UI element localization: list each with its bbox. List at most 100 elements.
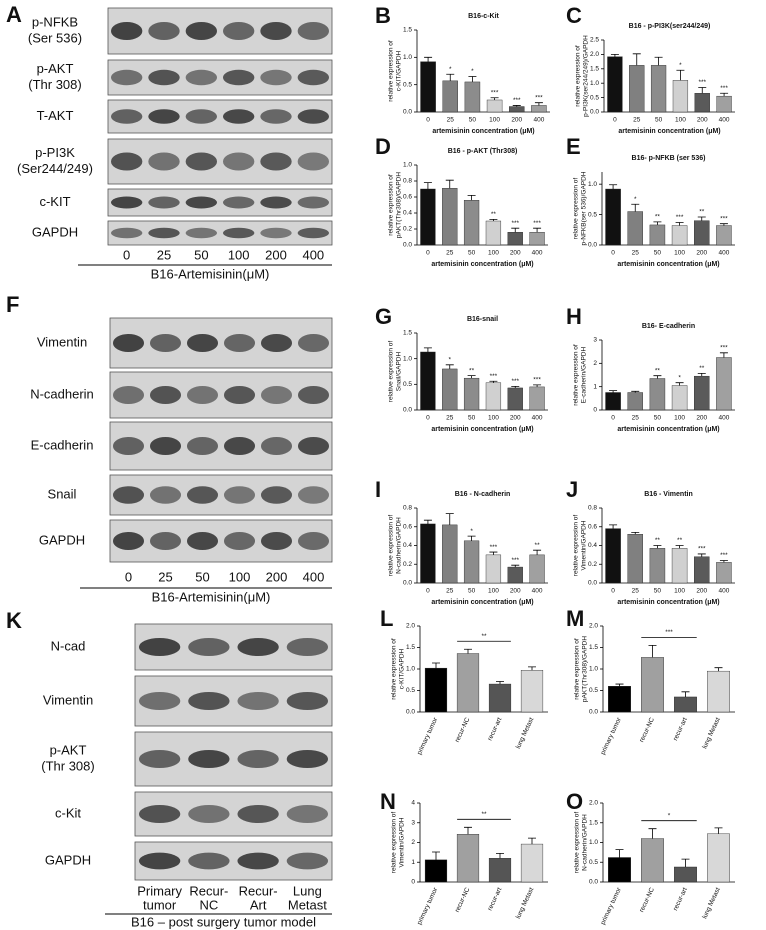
y-axis-label: relative expression of: [388, 515, 395, 577]
chart-title: B16 - p-PI3K(ser244/249): [629, 23, 711, 30]
y-axis-label: N-cadherin/GAPDH: [396, 517, 403, 574]
error-bar: [609, 524, 618, 529]
x-tick-label: 25: [633, 117, 641, 124]
bar: [485, 554, 502, 584]
chart-title: B16 - N-cadherin: [455, 491, 511, 498]
blot-band: [260, 334, 293, 352]
blot-band: [297, 386, 330, 404]
bar: [671, 548, 688, 584]
bar: [464, 81, 481, 113]
significance-mark: ***: [491, 90, 499, 97]
chart-title: B16- E-cadherin: [642, 323, 695, 330]
y-tick-label: 0.4: [403, 210, 412, 217]
panel-letter: B: [375, 3, 391, 28]
y-axis-label: relative expression of: [388, 40, 395, 102]
bar: [649, 378, 666, 411]
y-axis-label: relative expression of: [574, 638, 581, 700]
x-tick-label: 400: [532, 588, 543, 595]
significance-mark: *: [679, 62, 682, 69]
error-bar: [648, 828, 657, 839]
x-tick-label: 400: [718, 588, 729, 595]
y-tick-label: 1: [411, 859, 415, 866]
blot-band: [286, 750, 329, 768]
protein-label: N-cad: [51, 638, 86, 653]
error-bar: [445, 513, 454, 525]
x-axis-label: artemisinin concentration (μM): [431, 426, 533, 433]
y-tick-label: 0.5: [590, 94, 599, 101]
blot-band: [148, 196, 180, 209]
error-bar: [653, 221, 662, 225]
significance-mark: ***: [490, 544, 498, 551]
panel-letter: L: [380, 606, 393, 631]
blot-band: [260, 532, 293, 550]
blot-band: [149, 532, 182, 550]
significance-mark: ***: [720, 552, 728, 559]
protein-label: T-AKT: [37, 108, 74, 123]
x-tick-label: lung Metast: [515, 886, 536, 920]
x-tick-label: 200: [696, 250, 707, 257]
protein-label: GAPDH: [32, 224, 78, 239]
lane-label: 50: [194, 247, 208, 262]
significance-mark: **: [699, 209, 705, 216]
y-tick-label: 1.0: [590, 80, 599, 87]
lane-label: 200: [265, 247, 287, 262]
protein-label: Vimentin: [37, 334, 87, 349]
error-bar: [468, 76, 477, 82]
y-tick-label: 2.0: [590, 51, 599, 58]
protein-label: p-AKT: [50, 742, 87, 757]
blot-band: [297, 152, 330, 171]
y-tick-label: 0.6: [403, 194, 412, 201]
significance-mark: ***: [513, 97, 521, 104]
error-bar: [496, 852, 504, 859]
error-bar: [423, 347, 432, 352]
error-bar: [423, 519, 432, 524]
panel-letter: I: [375, 477, 381, 502]
error-bar: [467, 375, 476, 379]
bar: [627, 392, 643, 411]
y-tick-label: 1.0: [403, 162, 412, 169]
blot-band: [223, 386, 256, 404]
x-axis-label: artemisinin concentration (μM): [617, 261, 719, 268]
panel-letter: K: [6, 608, 22, 633]
lane-label: 0: [125, 569, 132, 584]
x-tick-label: 25: [446, 250, 454, 257]
bar: [629, 65, 645, 113]
blot-band: [237, 852, 279, 870]
panel-letter: H: [566, 304, 582, 329]
significance-mark: *: [634, 196, 637, 203]
significance-mark: ***: [535, 94, 543, 101]
lane-label: Art: [250, 897, 267, 912]
bar: [672, 80, 689, 113]
blot-band: [138, 638, 181, 656]
blot-band: [110, 109, 143, 124]
error-bar: [681, 858, 690, 867]
x-tick-label: lung Metast: [515, 716, 536, 750]
bar: [716, 357, 732, 411]
blot-band: [222, 196, 255, 209]
x-tick-label: recur-NC: [638, 716, 656, 743]
lane-label: 25: [157, 247, 171, 262]
blot-band: [286, 852, 329, 870]
blot-band: [260, 196, 292, 209]
x-tick-label: 50: [468, 415, 476, 422]
lane-label: 100: [229, 569, 251, 584]
blot-band: [286, 692, 329, 710]
blot-band: [260, 437, 293, 455]
blot-band: [149, 437, 182, 455]
error-bar: [467, 195, 476, 201]
blot-caption: B16-Artemisinin(μM): [151, 266, 270, 281]
y-tick-label: 1.0: [589, 839, 598, 846]
bar: [694, 556, 710, 584]
blot-band: [188, 805, 230, 823]
error-bar: [609, 390, 618, 393]
bar: [442, 524, 458, 584]
panel-letter: N: [380, 789, 396, 814]
y-axis-label: p-PI3K(ser244/249)/GAPDH: [583, 35, 590, 117]
blot-band: [260, 22, 292, 40]
lane-label: 50: [195, 569, 209, 584]
lane-label: Recur-: [239, 883, 278, 898]
bar: [463, 540, 480, 584]
error-bar: [681, 691, 690, 697]
bar: [716, 225, 732, 246]
protein-label: (Ser244/249): [17, 161, 93, 176]
